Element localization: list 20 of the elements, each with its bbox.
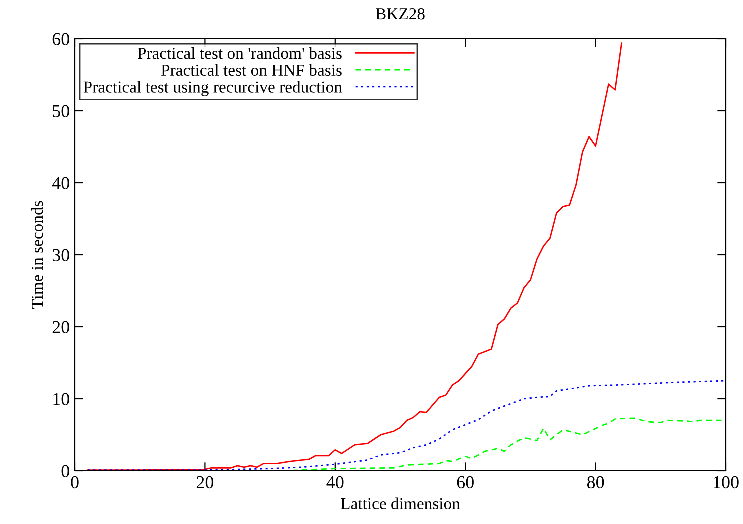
- x-tick-label: 100: [714, 476, 739, 489]
- x-tick-label: 60: [457, 476, 474, 489]
- x-tick-label: 40: [326, 476, 344, 489]
- y-tick-label: 60: [52, 33, 70, 46]
- y-tick-label: 30: [52, 249, 70, 262]
- text: Practical test on 'random' basis: [138, 47, 342, 60]
- y-tick-label: 40: [52, 177, 70, 190]
- y-tick-label: 0: [62, 465, 70, 478]
- y-axis-title: Time in seconds: [31, 201, 44, 310]
- y-tick-label: 50: [53, 105, 70, 118]
- line-series: [87, 380, 726, 471]
- x-tick-label: 20: [196, 476, 214, 489]
- legend-label: Practical test using recurcive reduction: [84, 81, 342, 96]
- legend-label: Practical test on HNF basis: [162, 64, 342, 76]
- x-axis-title: Lattice dimension: [341, 498, 460, 510]
- y-tick-label: 10: [54, 393, 70, 406]
- x-tick-label: 0: [71, 476, 79, 489]
- chart-title: BKZ28: [376, 8, 425, 20]
- y-tick-label: 20: [52, 321, 70, 334]
- x-tick-label: 80: [587, 476, 604, 489]
